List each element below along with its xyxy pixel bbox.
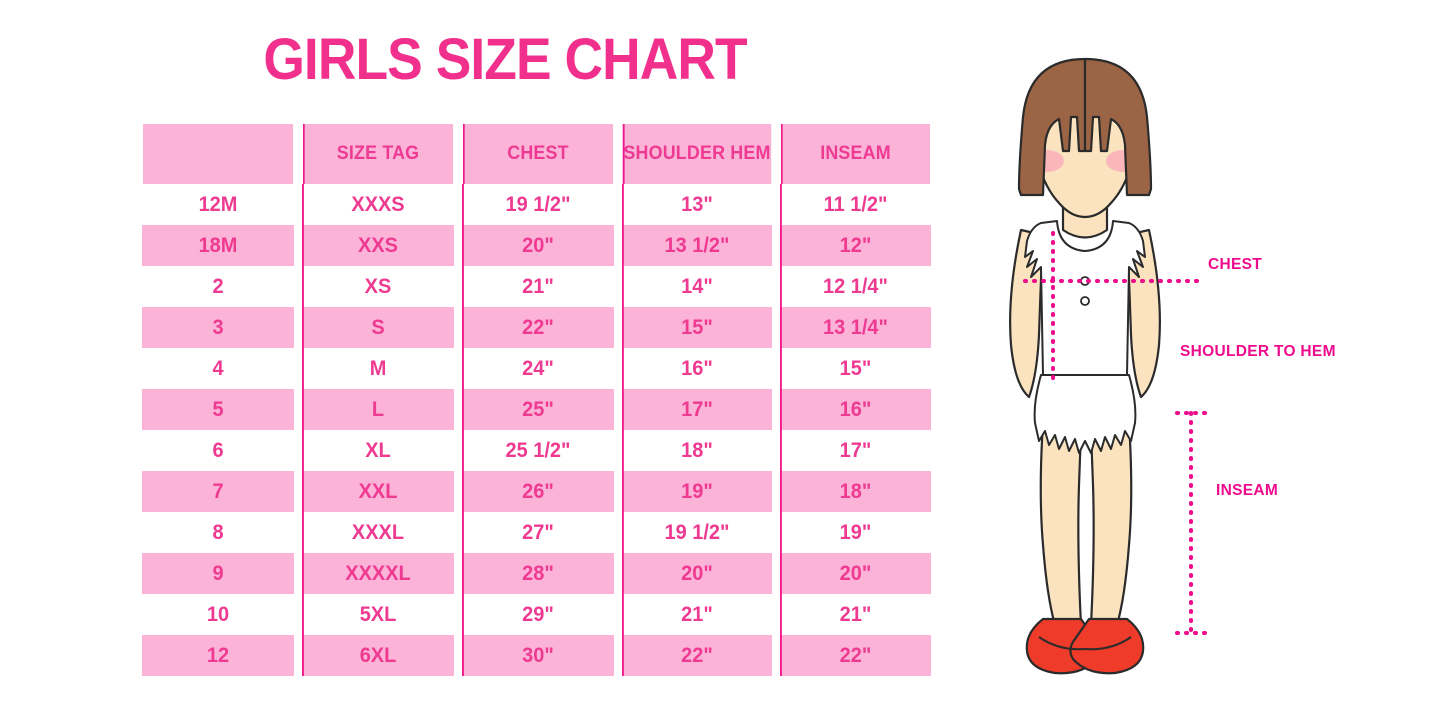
size-chart-table: SIZE TAG CHEST SHOULDER HEM INSEAM 12M XX… — [138, 124, 935, 676]
cell-size: 10 — [142, 594, 294, 635]
table-header: SIZE TAG CHEST SHOULDER HEM INSEAM — [138, 124, 935, 184]
cell-size-tag: M — [302, 348, 454, 389]
cell-inseam: 21" — [779, 594, 932, 635]
cell-size-tag: XXS — [302, 225, 454, 266]
cell-size-tag: L — [302, 389, 454, 430]
table-row: 18M XXS 20" 13 1/2" 12" — [138, 225, 935, 266]
cell-shoulder-hem: 17" — [621, 389, 773, 430]
cell-shoulder-hem: 15" — [621, 307, 773, 348]
cell-size: 9 — [142, 553, 294, 594]
column-header-size — [142, 124, 294, 184]
table-row: 4 M 24" 16" 15" — [138, 348, 935, 389]
cell-chest: 24" — [462, 348, 614, 389]
cell-shoulder-hem: 21" — [621, 594, 773, 635]
cell-inseam: 19" — [779, 512, 932, 553]
cell-shoulder-hem: 19" — [621, 471, 773, 512]
cell-size: 6 — [142, 430, 294, 471]
cell-inseam: 12" — [779, 225, 932, 266]
cell-size-tag: XS — [302, 266, 454, 307]
cell-size: 2 — [142, 266, 294, 307]
cell-chest: 29" — [462, 594, 614, 635]
cell-shoulder-hem: 22" — [621, 635, 773, 676]
cell-inseam: 22" — [779, 635, 932, 676]
cell-size-tag: S — [302, 307, 454, 348]
cell-size: 8 — [142, 512, 294, 553]
annotation-chest: CHEST — [1208, 256, 1263, 273]
cell-shoulder-hem: 13" — [621, 184, 773, 225]
annotation-shoulder-to-hem: SHOULDER TO HEM — [1180, 343, 1336, 360]
table-row: 12 6XL 30" 22" 22" — [138, 635, 935, 676]
cell-size: 5 — [142, 389, 294, 430]
column-header-inseam: INSEAM — [780, 124, 931, 184]
column-header-shoulder-hem: SHOULDER HEM — [622, 124, 772, 184]
table-row: 12M XXXS 19 1/2" 13" 11 1/2" — [138, 184, 935, 225]
cell-size: 12 — [142, 635, 294, 676]
cell-shoulder-hem: 14" — [621, 266, 773, 307]
cell-inseam: 17" — [779, 430, 932, 471]
cell-shoulder-hem: 18" — [621, 430, 773, 471]
table-row: 3 S 22" 15" 13 1/4" — [138, 307, 935, 348]
cell-size-tag: XL — [302, 430, 454, 471]
cell-chest: 28" — [462, 553, 614, 594]
cell-chest: 26" — [462, 471, 614, 512]
table-row: 2 XS 21" 14" 12 1/4" — [138, 266, 935, 307]
cell-inseam: 20" — [779, 553, 932, 594]
cell-size-tag: XXXL — [302, 512, 454, 553]
cell-inseam: 13 1/4" — [779, 307, 932, 348]
cell-chest: 25" — [462, 389, 614, 430]
cell-size-tag: 6XL — [302, 635, 454, 676]
cell-inseam: 18" — [779, 471, 932, 512]
cell-size: 3 — [142, 307, 294, 348]
cell-size-tag: XXXXL — [302, 553, 454, 594]
cell-shoulder-hem: 20" — [621, 553, 773, 594]
table: SIZE TAG CHEST SHOULDER HEM INSEAM 12M XX… — [138, 124, 935, 676]
table-row: 10 5XL 29" 21" 21" — [138, 594, 935, 635]
girl-figure-illustration — [985, 45, 1285, 685]
cell-chest: 30" — [462, 635, 614, 676]
cell-inseam: 12 1/4" — [779, 266, 932, 307]
table-body: 12M XXXS 19 1/2" 13" 11 1/2" 18M XXS 20" 13 1/2"… — [138, 184, 935, 676]
cell-inseam: 11 1/2" — [779, 184, 932, 225]
cell-size-tag: 5XL — [302, 594, 454, 635]
table-row: 6 XL 25 1/2" 18" 17" — [138, 430, 935, 471]
cell-chest: 22" — [462, 307, 614, 348]
cell-inseam: 16" — [779, 389, 932, 430]
column-header-chest: CHEST — [462, 124, 614, 184]
cell-chest: 27" — [462, 512, 614, 553]
cell-size: 4 — [142, 348, 294, 389]
column-header-size-tag: SIZE TAG — [302, 124, 454, 184]
page-title: GIRLS SIZE CHART — [263, 27, 747, 92]
table-row: 8 XXXL 27" 19 1/2" 19" — [138, 512, 935, 553]
cell-size: 7 — [142, 471, 294, 512]
cell-chest: 25 1/2" — [462, 430, 614, 471]
table-row: 9 XXXXL 28" 20" 20" — [138, 553, 935, 594]
annotation-inseam: INSEAM — [1216, 482, 1279, 499]
header-row: SIZE TAG CHEST SHOULDER HEM INSEAM — [138, 124, 935, 184]
cell-shoulder-hem: 16" — [621, 348, 773, 389]
cell-chest: 21" — [462, 266, 614, 307]
cell-chest: 20" — [462, 225, 614, 266]
button-bottom — [1080, 296, 1090, 306]
cell-shoulder-hem: 13 1/2" — [621, 225, 773, 266]
table-row: 7 XXL 26" 19" 18" — [138, 471, 935, 512]
cell-size: 12M — [142, 184, 294, 225]
cell-size: 18M — [142, 225, 294, 266]
cell-size-tag: XXXS — [302, 184, 454, 225]
cell-size-tag: XXL — [302, 471, 454, 512]
cell-shoulder-hem: 19 1/2" — [621, 512, 773, 553]
table-row: 5 L 25" 17" 16" — [138, 389, 935, 430]
cell-chest: 19 1/2" — [462, 184, 614, 225]
cell-inseam: 15" — [779, 348, 932, 389]
